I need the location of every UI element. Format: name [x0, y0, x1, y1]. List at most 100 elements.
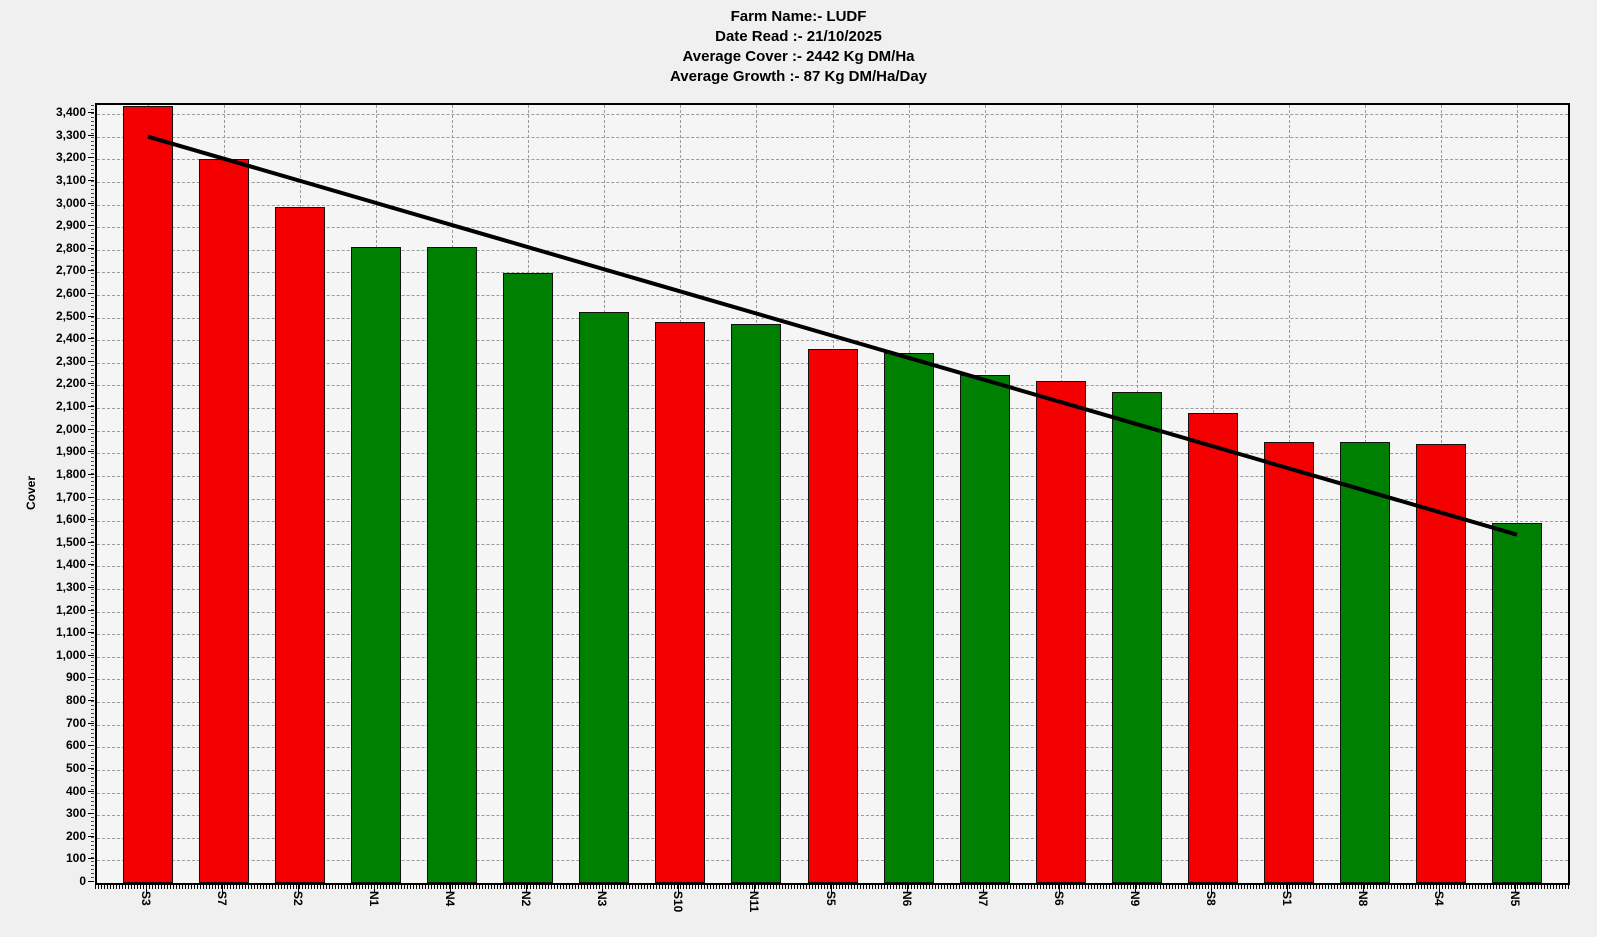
y-tick-mark — [88, 813, 94, 815]
bar-N4 — [427, 247, 478, 883]
y-tick-mark — [88, 179, 94, 181]
y-tick-mark — [88, 858, 94, 860]
y-tick-mark — [88, 315, 94, 317]
y-tick-label: 1,400 — [55, 557, 86, 572]
y-tick-mark — [88, 541, 94, 543]
y-tick-label: 200 — [65, 828, 86, 843]
y-tick-label: 600 — [65, 738, 86, 753]
y-tick-mark — [88, 428, 94, 430]
y-tick-mark — [88, 745, 94, 747]
y-tick-label: 3,300 — [55, 127, 86, 142]
y-tick-mark — [88, 835, 94, 837]
x-tick-mark — [374, 885, 376, 893]
bar-N7 — [959, 375, 1010, 883]
x-tick-label-S7: S7 — [215, 891, 230, 906]
y-tick-label: 0 — [79, 874, 86, 888]
y-tick-mark — [88, 292, 94, 294]
x-tick-label-S5: S5 — [823, 891, 838, 906]
y-tick-label: 2,200 — [55, 376, 86, 391]
bar-S8 — [1187, 412, 1238, 883]
y-tick-mark — [88, 225, 94, 227]
x-tick-label-N8: N8 — [1355, 891, 1370, 907]
y-tick-label: 2,600 — [55, 285, 86, 300]
y-tick-mark — [88, 360, 94, 362]
y-tick-label: 1,300 — [55, 579, 86, 594]
chart-title-block: Farm Name:- LUDF Date Read :- 21/10/2025… — [0, 7, 1597, 87]
farm-name-line: Farm Name:- LUDF — [730, 8, 867, 25]
x-tick-label-S8: S8 — [1203, 891, 1218, 906]
x-tick-label-N6: N6 — [899, 891, 914, 907]
x-tick-mark — [526, 885, 528, 893]
y-tick-mark — [88, 790, 94, 792]
y-tick-mark — [88, 722, 94, 724]
bar-N2 — [503, 273, 554, 883]
bar-N11 — [731, 324, 782, 883]
y-tick-label: 500 — [65, 760, 86, 775]
bar-N5 — [1491, 523, 1542, 883]
y-tick-mark — [88, 632, 94, 634]
x-tick-mark — [450, 885, 452, 893]
bar-S5 — [807, 349, 858, 883]
plot-area — [95, 103, 1570, 885]
x-tick-label-N11: N11 — [747, 891, 762, 913]
x-tick-label-N7: N7 — [975, 891, 990, 907]
x-tick-label-N5: N5 — [1507, 891, 1522, 907]
x-axis-minor-ticks — [95, 885, 1570, 889]
y-tick-label: 800 — [65, 693, 86, 708]
y-tick-mark — [88, 767, 94, 769]
y-tick-mark — [88, 112, 94, 114]
y-tick-mark — [88, 586, 94, 588]
x-tick-mark — [1514, 885, 1516, 893]
y-tick-label: 400 — [65, 783, 86, 798]
y-tick-mark — [88, 338, 94, 340]
y-tick-mark — [88, 473, 94, 475]
y-tick-label: 2,000 — [55, 421, 86, 436]
x-tick-mark — [1210, 885, 1212, 893]
y-tick-label: 1,600 — [55, 512, 86, 527]
y-tick-label: 1,500 — [55, 534, 86, 549]
x-tick-label-N9: N9 — [1127, 891, 1142, 907]
x-tick-mark — [602, 885, 604, 893]
y-tick-label: 3,000 — [55, 195, 86, 210]
x-tick-mark — [298, 885, 300, 893]
y-tick-mark — [88, 564, 94, 566]
x-tick-label-N4: N4 — [443, 891, 458, 907]
average-cover-line: Average Cover :- 2442 Kg DM/Ha — [682, 48, 915, 65]
bar-S1 — [1263, 441, 1314, 883]
bar-N3 — [579, 311, 630, 883]
y-axis-minor-ticks — [91, 105, 94, 883]
y-tick-mark — [88, 881, 94, 882]
x-tick-mark — [1058, 885, 1060, 893]
y-tick-mark — [88, 406, 94, 408]
y-tick-label: 1,100 — [55, 625, 86, 640]
x-tick-label-S6: S6 — [1051, 891, 1066, 906]
y-tick-label: 900 — [65, 670, 86, 685]
y-tick-mark — [88, 609, 94, 611]
y-tick-label: 1,200 — [55, 602, 86, 617]
y-tick-mark — [88, 677, 94, 679]
x-tick-label-N3: N3 — [595, 891, 610, 907]
date-read-line: Date Read :- 21/10/2025 — [715, 28, 882, 45]
y-tick-label: 1,900 — [55, 444, 86, 459]
x-tick-mark — [754, 885, 756, 893]
x-tick-mark — [222, 885, 224, 893]
x-tick-label-N2: N2 — [519, 891, 534, 907]
x-tick-mark — [830, 885, 832, 893]
bar-S2 — [275, 206, 326, 883]
average-growth-line: Average Growth :- 87 Kg DM/Ha/Day — [670, 68, 927, 85]
y-tick-label: 1,800 — [55, 466, 86, 481]
x-tick-mark — [1286, 885, 1288, 893]
x-tick-mark — [1134, 885, 1136, 893]
x-tick-label-S4: S4 — [1431, 891, 1446, 906]
x-tick-mark — [906, 885, 908, 893]
y-tick-mark — [88, 451, 94, 453]
y-tick-label: 700 — [65, 715, 86, 730]
x-tick-mark — [1362, 885, 1364, 893]
y-tick-label: 3,400 — [55, 105, 86, 120]
bar-N6 — [883, 352, 934, 883]
y-tick-mark — [88, 700, 94, 702]
y-tick-mark — [88, 247, 94, 249]
y-tick-label: 1,000 — [55, 647, 86, 662]
x-tick-mark — [678, 885, 680, 893]
